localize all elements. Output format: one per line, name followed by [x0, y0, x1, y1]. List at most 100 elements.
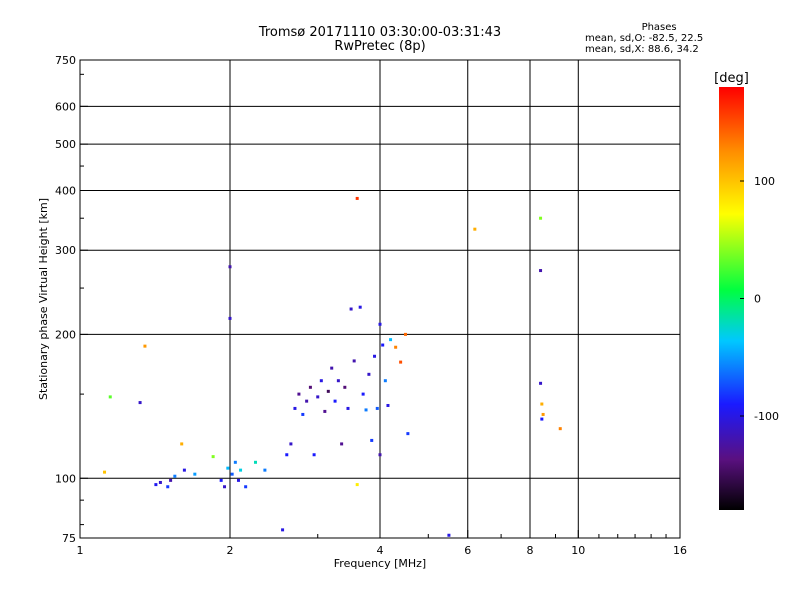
data-point — [297, 392, 301, 396]
y-tick-label: 300 — [55, 244, 76, 257]
data-point — [349, 307, 353, 311]
data-point — [399, 360, 403, 364]
data-point — [316, 395, 320, 399]
phases-o-stats: mean, sd,O: -82.5, 22.5 — [585, 33, 704, 44]
data-point — [358, 305, 362, 309]
data-point — [285, 453, 289, 457]
y-axis-label: Stationary phase Virtual Height [km] — [37, 198, 50, 400]
colorbar: 100 0 -100 — [719, 87, 779, 510]
data-point — [389, 338, 393, 342]
data-point — [108, 395, 112, 399]
data-point — [346, 406, 350, 410]
data-point — [473, 227, 477, 231]
axes: 1 2 4 6 8 10 16 75 100 200 300 400 500 600 750 — [55, 54, 687, 557]
data-point — [173, 474, 177, 478]
data-point — [319, 379, 323, 383]
data-point — [211, 455, 215, 459]
x-tick-label: 4 — [377, 544, 384, 557]
data-point — [367, 372, 371, 376]
data-point — [378, 453, 382, 457]
data-point — [293, 406, 297, 410]
data-point — [539, 216, 543, 220]
data-point — [244, 485, 248, 489]
data-point — [383, 379, 387, 383]
data-point — [236, 478, 240, 482]
data-point — [305, 399, 309, 403]
y-tick-label: 750 — [55, 54, 76, 67]
data-point — [373, 354, 377, 358]
colorbar-tick-label: 0 — [754, 293, 761, 306]
data-point — [228, 265, 232, 269]
data-point — [228, 316, 232, 320]
data-point — [223, 485, 227, 489]
data-point — [263, 468, 267, 472]
data-point — [540, 417, 544, 421]
data-point — [182, 468, 186, 472]
data-point — [226, 466, 230, 470]
x-tick-label: 1 — [77, 544, 84, 557]
y-tick-label: 100 — [55, 472, 76, 485]
chart-title-line1: Tromsø 20171110 03:30:00-03:31:43 — [258, 25, 502, 40]
data-point — [558, 427, 562, 431]
data-point — [239, 468, 243, 472]
data-point — [336, 379, 340, 383]
x-tick-label: 6 — [464, 544, 471, 557]
data-point — [326, 389, 330, 393]
data-point — [540, 402, 544, 406]
data-point — [539, 269, 543, 273]
colorbar-tick-label: 100 — [754, 175, 775, 188]
data-point — [312, 453, 316, 457]
data-point — [541, 412, 545, 416]
data-point — [233, 460, 237, 464]
data-point — [394, 345, 398, 349]
data-point — [447, 533, 451, 537]
data-point — [301, 412, 305, 416]
y-tick-label: 500 — [55, 138, 76, 151]
data-point — [355, 483, 359, 487]
data-point — [230, 472, 234, 476]
data-point — [386, 403, 390, 407]
data-point — [343, 385, 347, 389]
data-point — [308, 385, 312, 389]
data-point — [166, 485, 170, 489]
data-point — [375, 406, 379, 410]
x-tick-label: 16 — [673, 544, 687, 557]
data-point — [138, 401, 142, 405]
data-point — [143, 344, 147, 348]
data-point — [180, 442, 184, 446]
data-point — [539, 381, 543, 385]
data-point — [103, 470, 107, 474]
data-point — [193, 472, 197, 476]
chart-title-line2: RwPretec (8p) — [334, 39, 426, 54]
grid-lines — [80, 60, 680, 538]
x-tick-label: 8 — [527, 544, 534, 557]
data-point — [333, 399, 337, 403]
data-point — [158, 480, 162, 484]
x-axis-label: Frequency [MHz] — [334, 557, 426, 570]
colorbar-gradient — [719, 87, 744, 510]
x-tick-label: 10 — [571, 544, 585, 557]
data-point — [330, 366, 334, 370]
phases-x-stats: mean, sd,X: 88.6, 34.2 — [585, 44, 699, 55]
data-point — [406, 432, 410, 436]
data-point — [352, 359, 356, 363]
data-point — [169, 478, 173, 482]
data-point — [340, 442, 344, 446]
data-point — [355, 196, 359, 200]
data-point — [364, 408, 368, 412]
data-point — [281, 528, 285, 532]
data-point — [253, 460, 257, 464]
phases-heading: Phases — [641, 22, 677, 33]
colorbar-tick-label: -100 — [754, 410, 779, 423]
data-point — [370, 438, 374, 442]
data-point — [381, 343, 385, 347]
data-point — [219, 478, 223, 482]
data-point — [361, 392, 365, 396]
data-points — [103, 196, 562, 537]
data-point — [403, 332, 407, 336]
y-tick-label: 400 — [55, 184, 76, 197]
phases-summary: Phases mean, sd,O: -82.5, 22.5 mean, sd,… — [585, 22, 703, 55]
y-tick-label: 200 — [55, 328, 76, 341]
data-point — [378, 322, 382, 326]
